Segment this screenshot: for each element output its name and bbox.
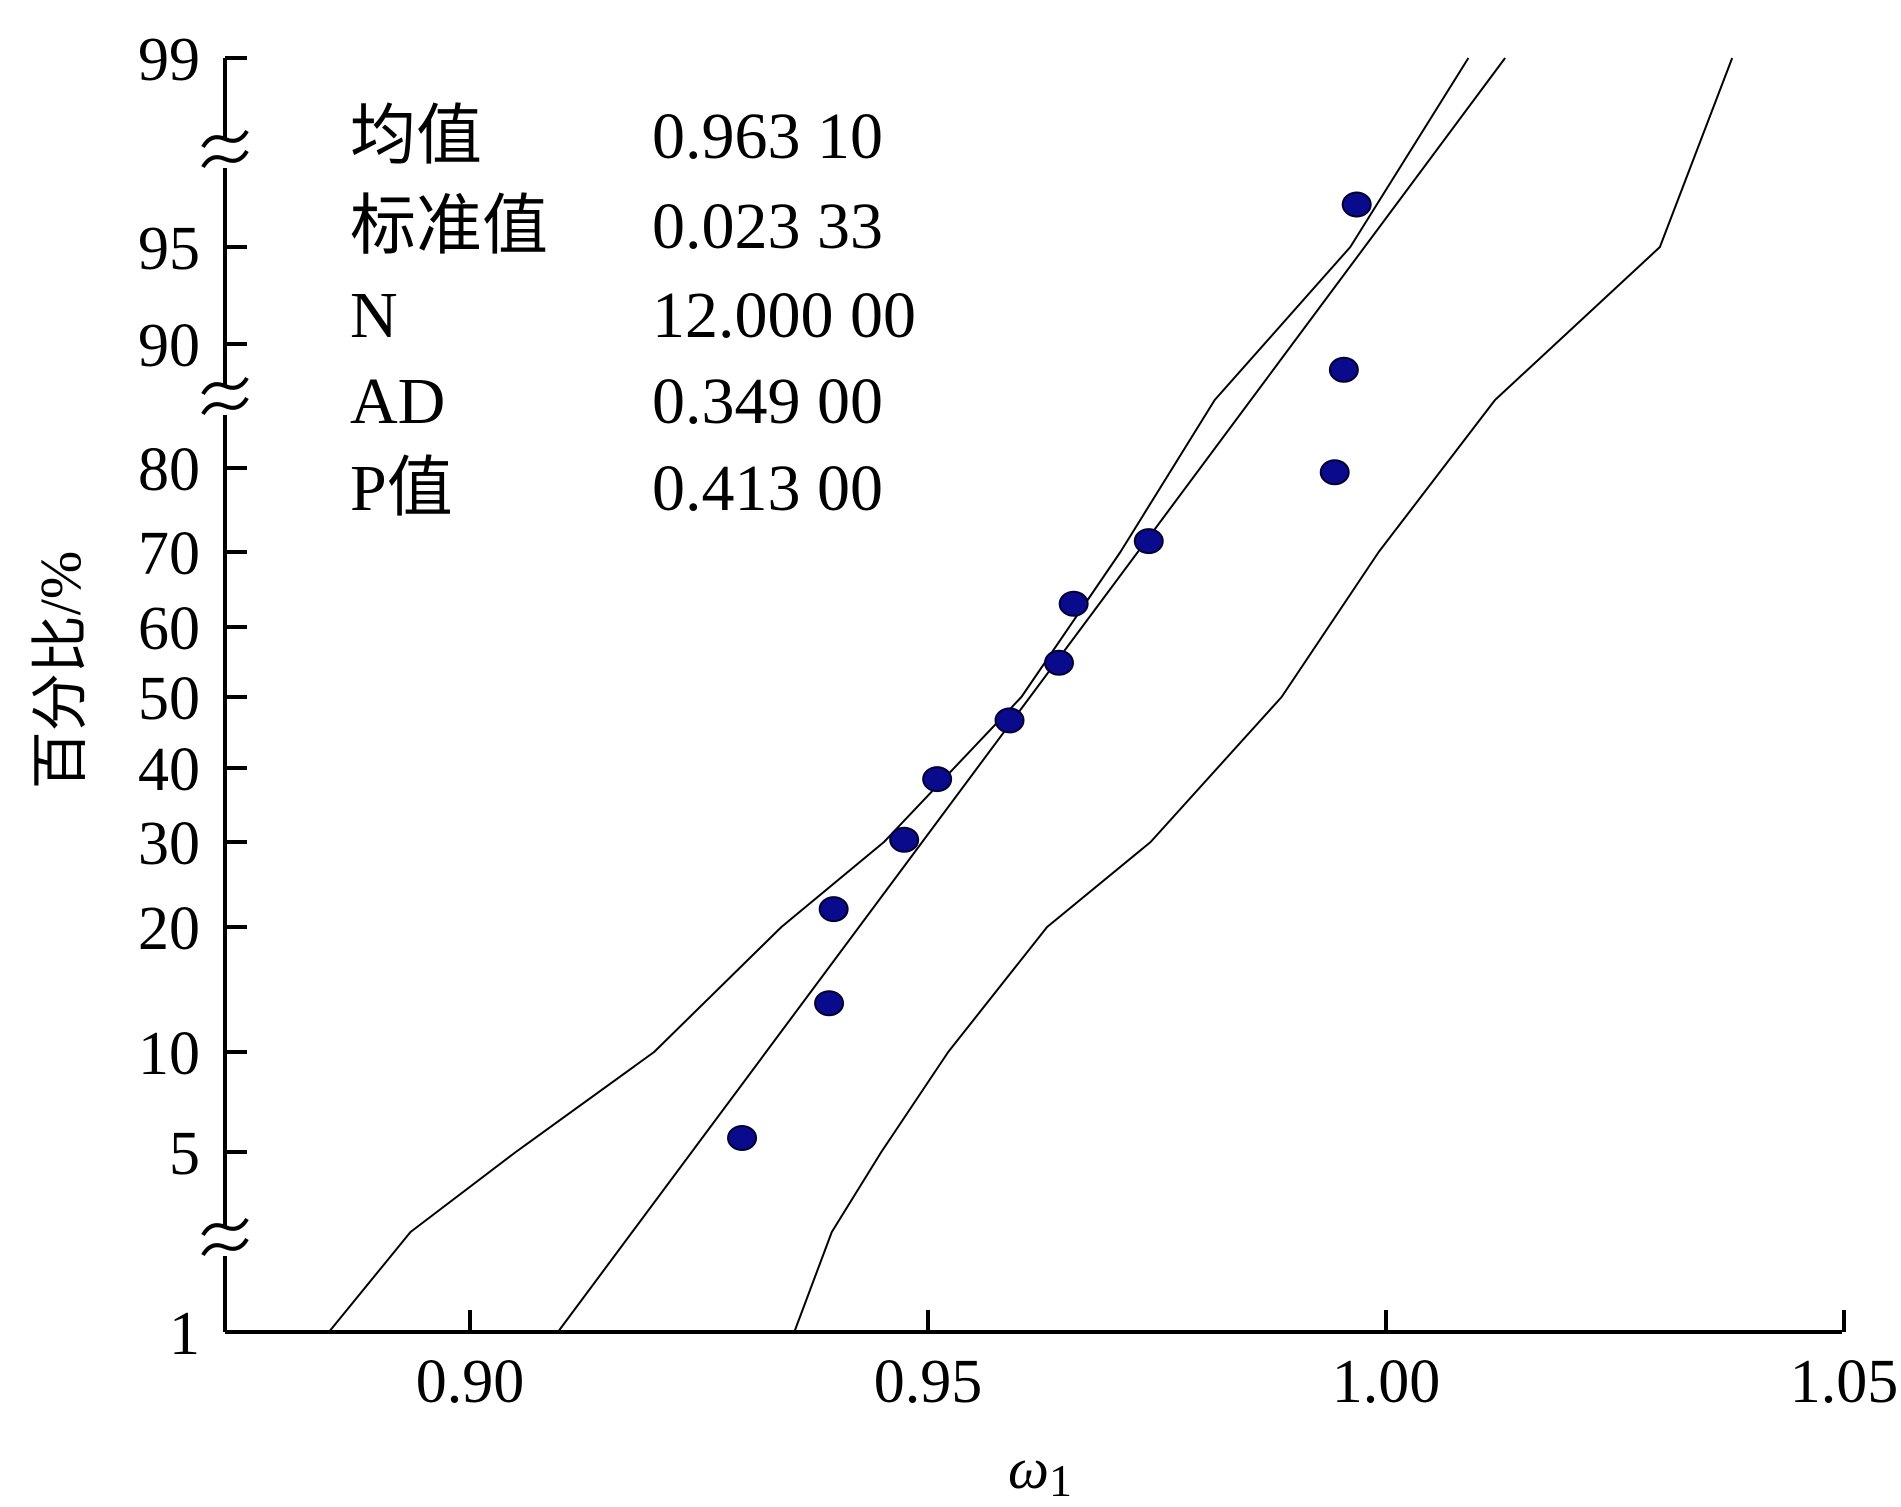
curves (328, 57, 1734, 1333)
x-tick-label: 1.00 (1332, 1348, 1441, 1416)
stats-value: 0.349 00 (652, 365, 883, 438)
data-point (922, 766, 953, 793)
data-point (1328, 356, 1359, 383)
stats-value: 0.413 00 (652, 452, 883, 525)
y-tick-label: 50 (138, 665, 200, 733)
data-point (889, 826, 920, 853)
x-axis-label: ω1 (1008, 1436, 1072, 1506)
y-axis-label: 百分比/% (28, 551, 93, 789)
axis-break-mark (201, 376, 249, 396)
data-point (1319, 459, 1350, 486)
stats-value: 12.000 00 (652, 279, 916, 352)
data-points (727, 191, 1372, 1151)
y-tick-label: 40 (138, 736, 200, 804)
y-tick-label: 60 (138, 595, 200, 663)
data-point (818, 896, 849, 923)
axis-break-mark (201, 129, 249, 149)
stats-label: AD (350, 365, 445, 438)
axis-break-mark (201, 396, 249, 416)
y-tick-label: 90 (138, 312, 200, 380)
stats-label: P值 (350, 452, 453, 525)
y-tick-label: 80 (138, 436, 200, 504)
data-point (1133, 528, 1164, 555)
stats-box: 均值 0.963 10 标准值 0.023 33 N 12.000 00 AD 0.349 0… (350, 100, 916, 525)
y-tick-label: 95 (138, 215, 200, 283)
stats-label: 标准值 (350, 190, 548, 263)
y-tick-label: 1 (169, 1300, 200, 1368)
fit-line (557, 57, 1506, 1333)
stats-value: 0.023 33 (652, 190, 883, 263)
y-tick-label: 30 (138, 810, 200, 878)
axis-break-mark (201, 149, 249, 169)
data-point (814, 990, 845, 1017)
axis-break-mark (201, 1217, 249, 1237)
axis-break-mark (201, 1237, 249, 1257)
data-point (994, 707, 1025, 734)
y-tick-label: 20 (138, 895, 200, 963)
y-tick-label: 70 (138, 520, 200, 588)
data-point (1341, 191, 1372, 218)
data-point (727, 1125, 758, 1151)
data-point (1043, 649, 1074, 676)
y-tick-label: 5 (169, 1120, 200, 1188)
y-tick-label: 99 (138, 26, 200, 94)
stats-label: 均值 (350, 100, 482, 173)
x-tick-label: 0.90 (416, 1348, 525, 1416)
y-tick-label: 10 (138, 1020, 200, 1088)
x-tick-label: 1.05 (1790, 1348, 1899, 1416)
stats-value: 0.963 10 (652, 100, 883, 173)
x-tick-label: 0.95 (874, 1348, 983, 1416)
stats-label: N (350, 279, 398, 352)
data-point (1058, 590, 1089, 617)
lower-confidence-band (328, 57, 1470, 1333)
upper-confidence-band (793, 57, 1734, 1333)
